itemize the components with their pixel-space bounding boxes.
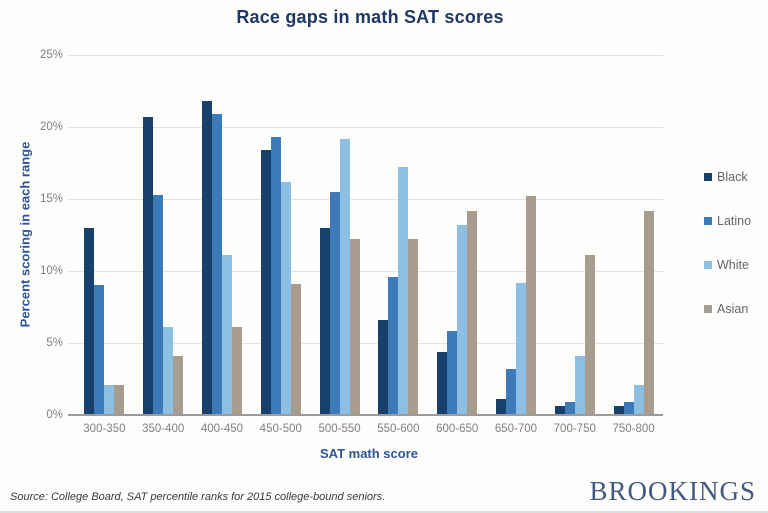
legend-swatch-asian [704,305,712,313]
bar-black-600-650 [437,351,448,415]
bar-latino-600-650 [447,331,458,415]
y-tick-label-25: 25% [39,49,63,61]
brookings-logo: BROOKINGS [589,476,756,506]
bar-black-450-500 [260,150,271,415]
bar-black-350-400 [143,116,154,415]
x-tick-label-650-700: 650-700 [494,423,538,435]
bar-white-700-750 [574,355,585,415]
bar-white-300-350 [104,384,115,415]
bar-white-650-700 [515,282,526,415]
bar-latino-650-700 [505,368,516,415]
bar-asian-650-700 [525,196,536,415]
legend-label-asian: Asian [717,302,749,316]
bar-black-400-450 [201,101,212,415]
legend-item-latino: Latino [704,214,751,228]
legend-swatch-latino [704,217,712,225]
bar-white-350-400 [163,327,174,415]
x-axis-title: SAT math score [319,446,418,461]
plot-area: 0% 5% 10% 15% 20% 25% 300-350 350-400 400-450 450… [40,49,663,435]
source-note: Source: College Board, SAT percentile ra… [10,491,386,503]
bar-group-750-800: 750-800 [604,55,663,435]
y-axis-title: Percent scoring in each range [17,141,33,328]
x-tick-label-750-800: 750-800 [612,423,655,435]
bar-black-650-700 [495,399,506,415]
bar-latino-450-500 [270,137,281,415]
bar-asian-600-650 [467,210,478,415]
legend-label-white: White [717,258,749,272]
bar-latino-400-450 [211,114,222,415]
legend-swatch-white [704,261,712,269]
bar-groups: 300-350 350-400 400-450 450-500 500-550 550-6… [75,55,663,435]
legend-label-black: Black [717,170,748,184]
x-tick-label-500-550: 500-550 [318,423,361,435]
bar-group-700-750: 700-750 [545,55,604,435]
chart-title: Race gaps in math SAT scores [236,7,504,27]
bar-latino-700-750 [564,402,575,415]
bar-group-650-700: 650-700 [487,55,546,435]
gridline-25 [68,55,663,56]
bar-asian-700-750 [584,255,595,415]
bar-latino-550-600 [388,276,399,415]
bar-group-550-600: 550-600 [369,55,428,435]
bar-black-500-550 [319,227,330,415]
bar-asian-500-550 [349,239,360,415]
bar-group-300-350: 300-350 [75,55,134,435]
legend-item-asian: Asian [704,302,751,316]
x-tick-label-700-750: 700-750 [553,423,596,435]
bar-asian-300-350 [114,384,125,415]
bar-group-600-650: 600-650 [428,55,487,435]
x-tick-label-400-450: 400-450 [200,423,244,435]
y-tick-label-5: 5% [46,337,63,349]
bar-white-600-650 [457,224,468,415]
bar-asian-450-500 [290,283,301,415]
bar-latino-750-800 [623,402,634,415]
y-tick-label-20: 20% [39,121,63,133]
legend-swatch-black [704,173,712,181]
x-tick-label-550-600: 550-600 [377,423,420,435]
bar-latino-350-400 [153,194,164,415]
legend-item-white: White [704,258,751,272]
gridline-5 [68,343,663,344]
bar-asian-550-600 [408,239,419,415]
bar-group-500-550: 500-550 [310,55,369,435]
bar-white-750-800 [633,384,644,415]
bar-black-550-600 [378,319,389,415]
legend-label-latino: Latino [717,214,752,228]
bar-black-300-350 [84,227,95,415]
x-axis-line [68,414,663,416]
gridline-20 [68,127,663,128]
x-tick-label-350-400: 350-400 [142,423,185,435]
bar-asian-750-800 [643,210,654,415]
x-tick-label-300-350: 300-350 [83,423,126,435]
bar-asian-400-450 [231,327,242,415]
bar-white-400-450 [221,255,232,415]
y-tick-label-10: 10% [39,265,63,277]
bar-asian-350-400 [173,355,184,415]
bar-group-400-450: 400-450 [193,55,252,435]
x-tick-label-600-650: 600-650 [436,423,479,435]
bar-white-500-550 [339,138,350,415]
bar-black-700-750 [554,406,565,415]
bar-group-450-500: 450-500 [251,55,310,435]
x-tick-label-450-500: 450-500 [259,423,302,435]
bar-latino-300-350 [94,285,105,415]
bar-group-350-400: 350-400 [134,55,193,435]
gridline-10 [68,271,663,272]
bar-white-450-500 [280,181,291,415]
bar-white-550-600 [398,167,409,415]
bar-latino-500-550 [329,191,340,415]
legend-item-black: Black [704,170,751,184]
gridline-15 [68,199,663,200]
bar-black-750-800 [613,406,624,415]
legend: Black Latino White Asian [704,170,751,316]
y-tick-label-0: 0% [46,409,63,421]
y-tick-label-15: 15% [39,193,63,205]
